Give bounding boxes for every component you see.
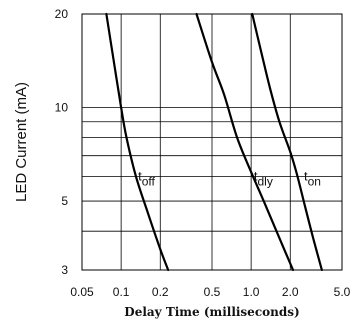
x-axis-label: Delay Time (milliseconds): [124, 305, 299, 319]
x-tick-labels: 0.05 0.1 0.2 0.5 1.0 2.0 5.0: [70, 285, 350, 299]
y-tick-label: 10: [55, 101, 69, 115]
series-label-on: ton: [304, 168, 321, 188]
curves: [105, 12, 323, 272]
series-label-dly: tdly: [254, 168, 273, 188]
curve-labels: toff tdly ton: [138, 168, 321, 188]
series-line-on: [251, 12, 323, 272]
series-line-dly: [195, 12, 295, 272]
x-tick-label: 1.0: [243, 285, 260, 299]
y-tick-label: 5: [61, 194, 68, 208]
x-tick-label: 5.0: [334, 285, 351, 299]
series-label-off: toff: [138, 168, 155, 188]
y-tick-label: 3: [61, 263, 68, 277]
y-axis-label: LED Current (mA): [13, 82, 30, 202]
series-line-off: [105, 12, 170, 272]
grid: [82, 14, 342, 270]
x-tick-label: 0.5: [204, 285, 221, 299]
y-tick-labels: 3 5 10 20: [55, 7, 69, 277]
plot-frame: [81, 13, 343, 271]
y-tick-label: 20: [55, 7, 69, 21]
x-tick-label: 0.05: [70, 285, 94, 299]
x-tick-label: 2.0: [282, 285, 299, 299]
x-tick-label: 0.2: [152, 285, 169, 299]
x-tick-label: 0.1: [113, 285, 130, 299]
